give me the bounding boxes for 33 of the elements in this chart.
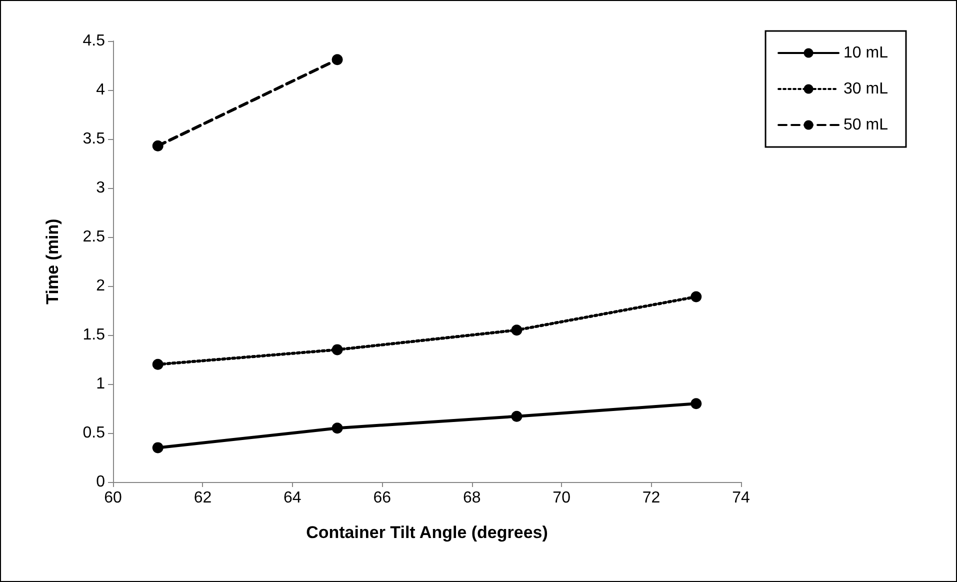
- x-tick-label: 66: [373, 490, 392, 506]
- y-tick-label: 4.5: [82, 32, 106, 50]
- y-tick-label: 1.5: [82, 326, 106, 344]
- legend-label: 10 mL: [844, 44, 888, 62]
- y-tick-label: 2.5: [82, 228, 106, 246]
- y-axis-title: Time (min): [43, 218, 62, 304]
- point: [511, 410, 522, 422]
- point: [332, 54, 343, 66]
- x-tick-label: 64: [284, 490, 302, 506]
- x-tick-label: 72: [642, 490, 660, 506]
- y-tick-label: 2: [96, 278, 106, 294]
- point: [690, 291, 702, 302]
- x-tick-label: 70: [552, 490, 571, 506]
- point: [511, 324, 522, 336]
- y-tick-label: 4: [96, 82, 106, 98]
- y-tick-label: 3: [96, 180, 106, 196]
- legend-label: 50 mL: [844, 116, 888, 134]
- point: [152, 442, 164, 454]
- x-tick-label: 60: [104, 490, 122, 506]
- y-tick-label: 0: [96, 474, 106, 490]
- y-tick-label: 1: [96, 376, 106, 392]
- point: [152, 140, 164, 152]
- point: [332, 422, 343, 434]
- x-tick-label: 74: [732, 490, 750, 506]
- x-tick-label: 62: [194, 490, 212, 506]
- point: [332, 344, 343, 356]
- y-tick-label: 0.5: [82, 424, 106, 442]
- point: [690, 398, 702, 410]
- point: [152, 358, 164, 370]
- legend-label: 30 mL: [844, 80, 888, 98]
- x-axis-title: Container Tilt Angle (degrees): [306, 523, 548, 542]
- x-tick-label: 68: [462, 490, 481, 506]
- y-tick-label: 3.5: [82, 130, 106, 148]
